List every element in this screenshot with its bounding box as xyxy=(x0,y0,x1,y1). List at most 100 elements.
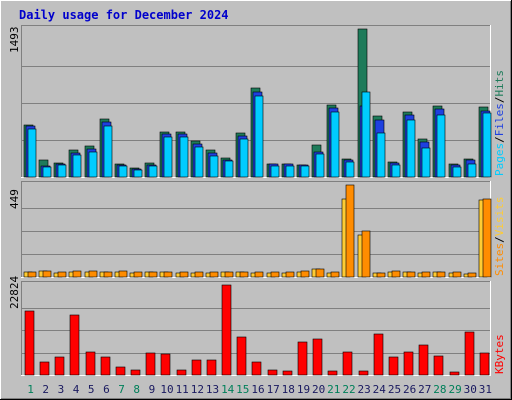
bar-sites-day-19 xyxy=(300,270,310,278)
x-tick-label-day-14: 14 xyxy=(221,383,235,396)
legend-entry: Sites xyxy=(493,243,506,276)
bar-kbytes-day-18 xyxy=(282,370,293,376)
bar-pages-day-23 xyxy=(361,91,371,178)
x-tick-label-day-7: 7 xyxy=(118,383,125,396)
x-tick-label-day-10: 10 xyxy=(160,383,173,396)
bar-pages-day-29 xyxy=(452,166,462,178)
x-tick-label-day-6: 6 xyxy=(103,383,110,396)
chart-title: Daily usage for December 2024 xyxy=(19,8,229,22)
bar-kbytes-day-13 xyxy=(206,359,217,376)
x-tick-label-day-15: 15 xyxy=(236,383,249,396)
bar-pages-day-5 xyxy=(88,151,98,178)
bar-pages-day-26 xyxy=(406,119,416,178)
bar-kbytes-day-29 xyxy=(449,371,460,376)
bar-sites-day-26 xyxy=(406,271,416,278)
bar-sites-day-6 xyxy=(103,271,113,278)
legend-entry: Files xyxy=(493,103,506,136)
bar-sites-day-1 xyxy=(27,271,37,278)
bar-pages-day-19 xyxy=(300,165,310,178)
legend-kbytes: KBytes xyxy=(493,334,506,374)
bar-kbytes-day-19 xyxy=(297,341,308,376)
bar-pages-day-21 xyxy=(330,111,340,178)
bar-kbytes-day-11 xyxy=(176,369,187,376)
bar-pages-day-1 xyxy=(27,128,37,178)
x-tick-label-day-29: 29 xyxy=(448,383,461,396)
max-value-label: 1493 xyxy=(8,27,21,54)
bar-kbytes-day-14 xyxy=(221,284,232,376)
bar-sites-day-2 xyxy=(42,270,52,278)
bar-pages-day-25 xyxy=(391,164,401,178)
x-tick-label-day-2: 2 xyxy=(42,383,49,396)
bar-pages-day-17 xyxy=(270,165,280,178)
bar-kbytes-day-21 xyxy=(327,370,338,376)
bar-kbytes-day-25 xyxy=(388,356,399,376)
legend-entry: / xyxy=(493,97,506,104)
bar-kbytes-day-20 xyxy=(312,338,323,376)
bar-kbytes-day-26 xyxy=(403,351,414,376)
x-tick-label-day-5: 5 xyxy=(88,383,95,396)
bar-sites-day-20 xyxy=(315,268,325,278)
bar-pages-day-11 xyxy=(179,136,189,178)
bar-sites-day-28 xyxy=(436,271,446,278)
bar-kbytes-day-15 xyxy=(236,336,247,376)
bar-pages-day-8 xyxy=(133,169,143,178)
bar-kbytes-day-7 xyxy=(115,366,126,376)
bar-kbytes-day-6 xyxy=(100,356,111,376)
bar-sites-day-16 xyxy=(254,271,264,278)
x-tick-label-day-18: 18 xyxy=(282,383,295,396)
bar-pages-day-28 xyxy=(436,114,446,178)
bar-kbytes-day-23 xyxy=(358,370,369,376)
bar-pages-day-12 xyxy=(194,146,204,178)
x-tick-label-day-28: 28 xyxy=(433,383,446,396)
legend-entry: KBytes xyxy=(493,334,506,374)
bar-kbytes-day-28 xyxy=(433,355,444,376)
x-tick-label-day-22: 22 xyxy=(342,383,355,396)
x-tick-label-day-12: 12 xyxy=(191,383,204,396)
legend-entry: / xyxy=(493,136,506,143)
x-tick-label-day-1: 1 xyxy=(27,383,34,396)
bar-pages-day-27 xyxy=(421,147,431,178)
bar-pages-day-24 xyxy=(376,132,386,178)
bar-sites-day-15 xyxy=(239,271,249,278)
legend-entry: / xyxy=(493,236,506,243)
bar-sites-day-3 xyxy=(57,271,67,278)
bar-kbytes-day-27 xyxy=(418,344,429,376)
bar-sites-day-24 xyxy=(376,272,386,278)
bar-pages-day-7 xyxy=(118,165,128,178)
x-tick-label-day-9: 9 xyxy=(149,383,156,396)
x-tick-label-day-11: 11 xyxy=(176,383,189,396)
legend-entry: Pages xyxy=(493,143,506,176)
bar-sites-day-9 xyxy=(148,271,158,278)
bar-pages-day-14 xyxy=(224,160,234,178)
bar-sites-day-30 xyxy=(467,272,477,278)
bar-kbytes-day-8 xyxy=(130,369,141,376)
bar-sites-day-17 xyxy=(270,271,280,278)
max-value-label: 449 xyxy=(8,189,21,209)
bar-kbytes-day-4 xyxy=(69,314,80,376)
x-tick-label-day-27: 27 xyxy=(418,383,431,396)
panel-visits-sites: 449 Sites/Visits xyxy=(8,181,506,278)
bar-sites-day-29 xyxy=(452,271,462,278)
bar-pages-day-15 xyxy=(239,138,249,178)
bar-sites-day-11 xyxy=(179,271,189,278)
bar-sites-day-5 xyxy=(88,270,98,278)
bar-pages-day-9 xyxy=(148,165,158,178)
bar-pages-day-18 xyxy=(285,165,295,178)
bar-kbytes-day-12 xyxy=(191,359,202,376)
bar-sites-day-21 xyxy=(330,271,340,278)
bar-pages-day-30 xyxy=(467,163,477,178)
bar-pages-day-10 xyxy=(163,136,173,178)
bar-pages-day-20 xyxy=(315,153,325,178)
bar-kbytes-day-31 xyxy=(479,352,490,376)
bar-sites-day-13 xyxy=(209,271,219,278)
bar-sites-day-10 xyxy=(163,271,173,278)
x-tick-label-day-23: 23 xyxy=(357,383,370,396)
bar-sites-day-25 xyxy=(391,270,401,278)
bar-pages-day-22 xyxy=(345,161,355,178)
x-tick-label-day-25: 25 xyxy=(388,383,401,396)
bar-pages-day-16 xyxy=(254,95,264,178)
x-tick-label-day-21: 21 xyxy=(327,383,340,396)
x-tick-label-day-16: 16 xyxy=(251,383,264,396)
x-tick-label-day-20: 20 xyxy=(312,383,325,396)
